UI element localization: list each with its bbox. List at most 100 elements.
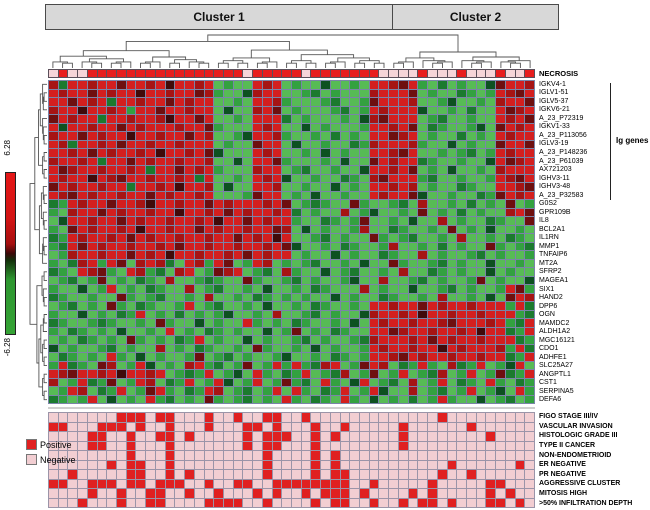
gene-labels: IGKV4-1 IGLV1-51 IGLV5-37 IGKV6-21 A_23_P723… — [539, 80, 609, 404]
heatmap-cell — [350, 378, 360, 386]
heatmap-cell — [398, 387, 408, 395]
heatmap-cell — [418, 183, 428, 191]
clinical-cell — [476, 470, 486, 479]
heatmap-cell — [68, 132, 78, 140]
heatmap-cell — [389, 276, 398, 284]
clinical-cell — [282, 432, 291, 441]
heatmap-cell — [117, 293, 126, 301]
clinical-cell — [525, 422, 534, 431]
clinical-cell — [68, 422, 78, 431]
heatmap-cell — [155, 200, 165, 208]
heatmap-cell — [136, 157, 146, 165]
gene-label: IGHV3-48 — [539, 183, 571, 191]
clinical-cell — [515, 489, 525, 498]
heatmap-cell — [117, 336, 126, 344]
necrosis-cell — [136, 70, 146, 77]
clinical-cell — [321, 489, 330, 498]
heatmap-cell — [398, 361, 408, 369]
heatmap-cell — [155, 132, 165, 140]
heatmap-cell — [515, 276, 525, 284]
heatmap-cell — [253, 302, 262, 310]
heatmap-cell — [204, 268, 214, 276]
heatmap-cell — [515, 140, 525, 148]
heatmap-cell — [515, 268, 525, 276]
heatmap-cell — [330, 89, 340, 97]
heatmap-cell — [418, 157, 428, 165]
necrosis-cell — [194, 70, 204, 77]
heatmap-cell — [78, 395, 87, 403]
clinical-cell — [389, 422, 398, 431]
heatmap-cell — [389, 98, 398, 106]
clinical-cell — [515, 479, 525, 488]
heatmap-cell — [165, 208, 175, 216]
heatmap-cell — [330, 353, 340, 361]
heatmap-cell — [97, 140, 107, 148]
clinical-cell — [253, 451, 262, 460]
heatmap-cell — [389, 225, 398, 233]
clinical-cell — [155, 489, 165, 498]
heatmap-cell — [253, 344, 262, 352]
heatmap-cell — [428, 89, 437, 97]
clinical-cell — [165, 470, 175, 479]
heatmap-cell — [311, 89, 321, 97]
heatmap-cell — [457, 319, 466, 327]
heatmap-cell — [107, 370, 117, 378]
heatmap-cell — [68, 285, 78, 293]
heatmap-cell — [175, 378, 185, 386]
heatmap-cell — [486, 378, 496, 386]
heatmap-cell — [223, 251, 233, 259]
heatmap-cell — [292, 378, 301, 386]
heatmap-cell — [155, 242, 165, 250]
heatmap-cell — [292, 217, 301, 225]
clinical-cell — [292, 422, 301, 431]
heatmap-cell — [398, 183, 408, 191]
heatmap-cell — [155, 268, 165, 276]
heatmap-cell — [68, 361, 78, 369]
heatmap-cell — [136, 132, 146, 140]
heatmap-cell — [136, 302, 146, 310]
clinical-cell — [136, 441, 146, 450]
heatmap-cell — [428, 276, 437, 284]
heatmap-cell — [243, 225, 253, 233]
heatmap-cell — [369, 259, 379, 267]
heatmap-cell — [301, 166, 311, 174]
heatmap-cell — [486, 200, 496, 208]
heatmap-cell — [126, 132, 136, 140]
clinical-cell — [204, 460, 214, 469]
clinical-cell — [398, 413, 408, 422]
heatmap-cell — [311, 268, 321, 276]
heatmap-cell — [126, 174, 136, 182]
heatmap-cell — [408, 387, 418, 395]
heatmap-cell — [330, 319, 340, 327]
heatmap-cell — [379, 259, 389, 267]
heatmap-cell — [505, 123, 515, 131]
clinical-cell — [243, 451, 253, 460]
clinical-cell — [515, 470, 525, 479]
heatmap-cell — [204, 132, 214, 140]
heatmap-cell — [136, 268, 146, 276]
clinical-cell — [107, 460, 117, 469]
heatmap-cell — [496, 370, 505, 378]
heatmap-cell — [194, 183, 204, 191]
heatmap-cell — [486, 395, 496, 403]
clinical-cell — [350, 441, 360, 450]
heatmap-cell — [146, 225, 155, 233]
heatmap-cell — [389, 293, 398, 301]
heatmap-cell — [204, 319, 214, 327]
heatmap-cell — [107, 208, 117, 216]
clinical-cell — [214, 479, 223, 488]
heatmap-cell — [272, 251, 282, 259]
heatmap-cell — [262, 302, 272, 310]
heatmap-cell — [525, 310, 534, 318]
heatmap-cell — [155, 302, 165, 310]
heatmap-cell — [486, 251, 496, 259]
heatmap-cell — [408, 89, 418, 97]
heatmap-cell — [379, 378, 389, 386]
heatmap-cell — [214, 234, 223, 242]
heatmap-cell — [292, 395, 301, 403]
heatmap-cell — [282, 242, 291, 250]
heatmap-cell — [505, 140, 515, 148]
clinical-cell — [476, 489, 486, 498]
heatmap-cell — [282, 319, 291, 327]
heatmap-cell — [398, 370, 408, 378]
